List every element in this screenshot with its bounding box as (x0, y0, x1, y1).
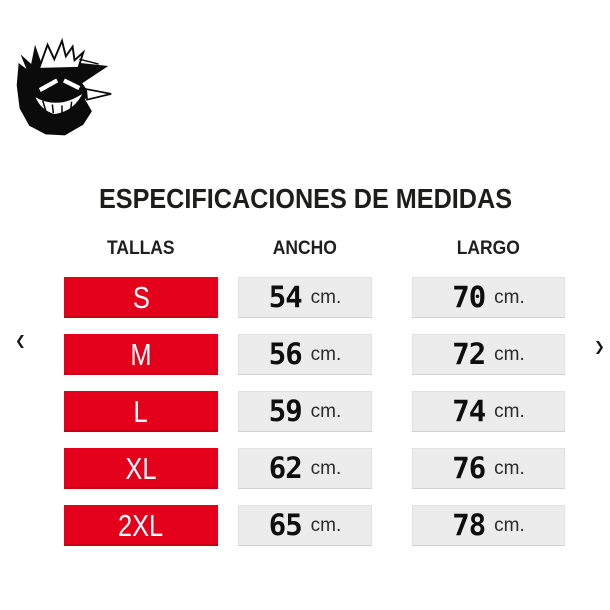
carousel-next-button[interactable]: ❯ (594, 341, 605, 354)
table-row: XL 62 cm. 76 cm. (64, 448, 565, 489)
gengar-right-eye (62, 78, 81, 91)
unit-label: cm. (494, 458, 525, 479)
largo-value: 72 (452, 337, 486, 371)
unit-label: cm. (310, 287, 342, 308)
header-tallas: TALLAS (107, 237, 175, 259)
page-title: ESPECIFICACIONES DE MEDIDAS (98, 183, 512, 214)
ancho-value-box: 59 cm. (238, 391, 372, 432)
size-badge: M (64, 334, 218, 375)
largo-value: 74 (452, 394, 486, 428)
unit-label: cm. (494, 287, 525, 308)
ancho-value: 59 (268, 394, 303, 428)
size-badge: 2XL (64, 505, 218, 546)
largo-value: 76 (452, 451, 486, 485)
chevron-right-icon: ❯ (594, 340, 605, 355)
size-badge: XL (64, 448, 218, 489)
largo-value-box: 74 cm. (412, 391, 565, 432)
table-row: L 59 cm. 74 cm. (64, 391, 565, 432)
largo-value-box: 70 cm. (412, 277, 565, 318)
size-spec-table: TALLAS ANCHO LARGO S 54 cm. 70 cm. M 56 … (64, 238, 565, 562)
size-badge: S (64, 277, 218, 318)
unit-label: cm. (310, 515, 342, 536)
largo-value-box: 72 cm. (412, 334, 565, 375)
ancho-value: 54 (268, 280, 303, 314)
gengar-left-eye (38, 78, 59, 92)
gengar-ghost-icon (16, 38, 112, 136)
size-label: L (133, 394, 149, 429)
header-largo: LARGO (456, 237, 521, 259)
table-row: M 56 cm. 72 cm. (64, 334, 565, 375)
ancho-value-box: 62 cm. (238, 448, 372, 489)
carousel-prev-button[interactable]: ❮ (15, 335, 26, 348)
chevron-left-icon: ❮ (15, 334, 26, 349)
unit-label: cm. (494, 344, 525, 365)
largo-value: 78 (452, 508, 486, 542)
size-label: S (132, 280, 150, 315)
ancho-value: 56 (268, 337, 303, 371)
ancho-value-box: 56 cm. (238, 334, 372, 375)
unit-label: cm. (494, 515, 525, 536)
unit-label: cm. (494, 401, 525, 422)
size-label: M (130, 337, 152, 372)
table-header-row: TALLAS ANCHO LARGO (64, 238, 565, 259)
unit-label: cm. (310, 401, 342, 422)
ancho-value: 65 (268, 508, 303, 542)
unit-label: cm. (310, 344, 342, 365)
gengar-lip-line (34, 91, 84, 103)
gengar-right-spike (85, 88, 112, 101)
gengar-sketch-line (79, 58, 99, 65)
gengar-teeth-lines (41, 100, 73, 114)
table-row: S 54 cm. 70 cm. (64, 277, 565, 318)
unit-label: cm. (310, 458, 342, 479)
ancho-value-box: 54 cm. (238, 277, 372, 318)
ancho-value-box: 65 cm. (238, 505, 372, 546)
header-ancho: ANCHO (272, 237, 338, 259)
largo-value: 70 (452, 280, 486, 314)
size-badge: L (64, 391, 218, 432)
ancho-value: 62 (268, 451, 303, 485)
gengar-crest (37, 38, 86, 70)
size-label: XL (125, 451, 157, 486)
gengar-grin (35, 91, 84, 115)
table-row: 2XL 65 cm. 78 cm. (64, 505, 565, 546)
size-label: 2XL (118, 508, 164, 543)
largo-value-box: 76 cm. (412, 448, 565, 489)
largo-value-box: 78 cm. (412, 505, 565, 546)
